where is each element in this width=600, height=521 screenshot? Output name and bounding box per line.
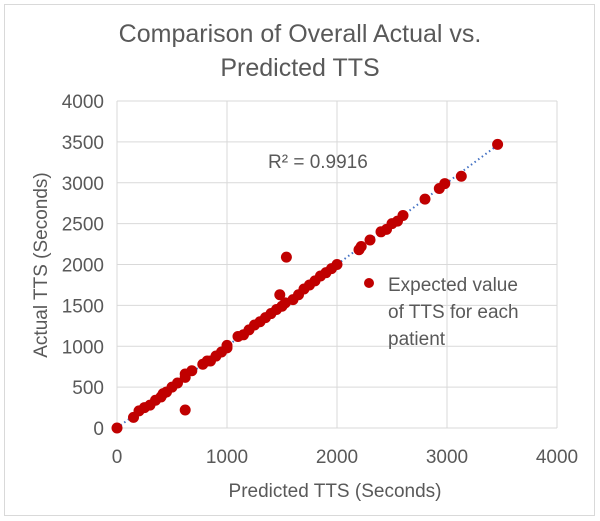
data-point <box>179 404 191 416</box>
x-tick-label: 2000 <box>316 447 358 468</box>
x-tick-label: 1000 <box>206 447 248 468</box>
data-point <box>331 259 343 270</box>
y-tick-label: 1500 <box>62 296 104 317</box>
legend-marker <box>364 278 374 288</box>
data-point <box>186 365 198 377</box>
data-point <box>397 209 409 221</box>
data-point <box>419 193 431 205</box>
y-tick-label: 3500 <box>62 133 104 154</box>
data-point <box>455 170 467 182</box>
x-tick-label: 4000 <box>536 447 578 468</box>
y-tick-label: 3000 <box>62 174 104 195</box>
legend-line-1: Expected value <box>388 275 518 296</box>
chart-title-line-1: Comparison of Overall Actual vs. <box>119 20 482 48</box>
data-point <box>364 234 376 246</box>
data-point <box>221 339 233 351</box>
y-tick-label: 4000 <box>62 92 104 113</box>
x-tick-label: 3000 <box>426 447 468 468</box>
data-point <box>274 289 286 301</box>
data-point <box>111 422 123 434</box>
y-tick-label: 500 <box>72 378 104 399</box>
chart-title-line-2: Predicted TTS <box>220 54 379 82</box>
y-tick-label: 2000 <box>62 256 104 277</box>
data-point <box>280 251 292 263</box>
y-axis-label: Actual TTS (Seconds) <box>31 172 52 358</box>
data-point <box>492 138 504 150</box>
legend-line-3: patient <box>388 329 446 350</box>
legend-line-2: of TTS for each <box>388 302 519 323</box>
y-tick-label: 2500 <box>62 215 104 236</box>
y-tick-label: 1000 <box>62 337 104 358</box>
y-tick-label: 0 <box>93 419 104 440</box>
data-point <box>439 178 451 190</box>
data-point <box>172 377 183 389</box>
r-squared-annotation: R² = 0.9916 <box>268 152 368 173</box>
x-axis-label: Predicted TTS (Seconds) <box>229 481 442 502</box>
data-point <box>355 241 367 253</box>
x-tick-label: 0 <box>112 447 123 468</box>
chart-border <box>4 4 595 516</box>
